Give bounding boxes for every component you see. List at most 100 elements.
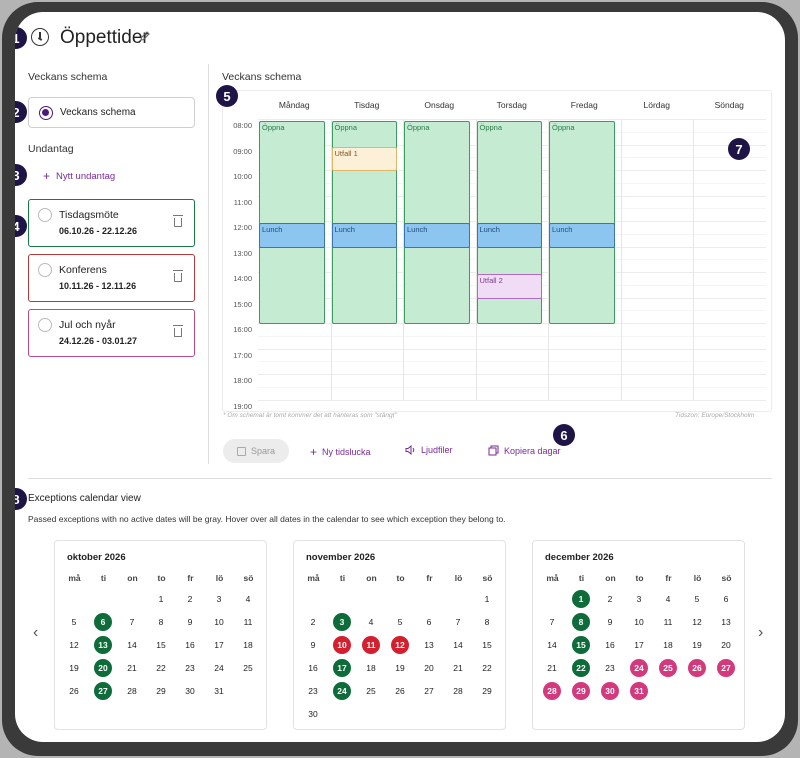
calendar-day[interactable]: 7	[549, 617, 555, 627]
calendar-day[interactable]: 16	[605, 640, 615, 650]
chevron-right-icon[interactable]: ›	[758, 624, 764, 641]
calendar-day[interactable]: 10	[214, 617, 224, 627]
calendar-day[interactable]: 24	[630, 659, 648, 677]
calendar-day[interactable]: 10	[634, 617, 644, 627]
calendar-day[interactable]: 29	[156, 686, 166, 696]
calendar-day[interactable]: 24	[214, 663, 224, 673]
calendar-day[interactable]: 20	[721, 640, 731, 650]
calendar-day[interactable]: 5	[694, 594, 700, 604]
calendar-day[interactable]: 3	[636, 594, 642, 604]
calendar-day[interactable]: 27	[424, 686, 434, 696]
calendar-day[interactable]: 30	[308, 709, 318, 719]
calendar-day[interactable]: 8	[572, 613, 590, 631]
calendar-day[interactable]: 1	[158, 594, 164, 604]
calendar-day[interactable]: 15	[156, 640, 166, 650]
calendar-day[interactable]: 15	[482, 640, 492, 650]
calendar-day[interactable]: 22	[156, 663, 166, 673]
calendar-day[interactable]: 27	[717, 659, 735, 677]
calendar-day[interactable]: 2	[607, 594, 613, 604]
calendar-day[interactable]: 19	[395, 663, 405, 673]
calendar-day[interactable]: 9	[607, 617, 613, 627]
schedule-option[interactable]: Veckans schema	[28, 97, 195, 128]
open-slot[interactable]: Öppna	[549, 121, 615, 324]
calendar-day[interactable]: 30	[185, 686, 195, 696]
edit-title-icon[interactable]	[139, 29, 151, 47]
calendar-day[interactable]: 13	[424, 640, 434, 650]
calendar-day[interactable]: 12	[391, 636, 409, 654]
calendar-day[interactable]: 4	[245, 594, 251, 604]
calendar-day[interactable]: 12	[692, 617, 702, 627]
calendar-day[interactable]: 29	[572, 682, 590, 700]
calendar-day[interactable]: 20	[424, 663, 434, 673]
calendar-day[interactable]: 20	[94, 659, 112, 677]
calendar-day[interactable]: 26	[395, 686, 405, 696]
calendar-day[interactable]: 27	[94, 682, 112, 700]
copy-days-button[interactable]: Kopiera dagar	[488, 445, 561, 456]
calendar-day[interactable]: 28	[543, 682, 561, 700]
exception-card[interactable]: Konferens 10.11.26 - 12.11.26	[28, 254, 195, 302]
calendar-day[interactable]: 9	[310, 640, 316, 650]
calendar-day[interactable]: 2	[187, 594, 193, 604]
trash-icon[interactable]	[173, 215, 183, 227]
lunch-slot[interactable]: Lunch	[549, 223, 615, 248]
calendar-day[interactable]: 18	[243, 640, 253, 650]
calendar-day[interactable]: 22	[482, 663, 492, 673]
calendar-day[interactable]: 6	[426, 617, 432, 627]
calendar-day[interactable]: 5	[71, 617, 77, 627]
exception-slot[interactable]: Utfall 2	[476, 274, 542, 299]
calendar-day[interactable]: 23	[185, 663, 195, 673]
calendar-day[interactable]: 30	[601, 682, 619, 700]
calendar-day[interactable]: 31	[214, 686, 224, 696]
calendar-day[interactable]: 5	[397, 617, 403, 627]
calendar-day[interactable]: 13	[94, 636, 112, 654]
calendar-day[interactable]: 26	[688, 659, 706, 677]
calendar-day[interactable]: 10	[333, 636, 351, 654]
open-slot[interactable]: Öppna	[404, 121, 470, 324]
lunch-slot[interactable]: Lunch	[259, 223, 325, 248]
calendar-day[interactable]: 31	[630, 682, 648, 700]
calendar-day[interactable]: 23	[605, 663, 615, 673]
calendar-day[interactable]: 9	[187, 617, 193, 627]
calendar-day[interactable]: 11	[243, 617, 253, 627]
open-slot[interactable]: Öppna	[259, 121, 325, 324]
calendar-day[interactable]: 7	[129, 617, 135, 627]
trash-icon[interactable]	[173, 270, 183, 282]
save-button[interactable]: Spara	[223, 439, 289, 463]
calendar-day[interactable]: 6	[723, 594, 729, 604]
calendar-day[interactable]: 11	[362, 636, 380, 654]
exception-radio[interactable]	[38, 318, 52, 332]
calendar-day[interactable]: 25	[366, 686, 376, 696]
calendar-day[interactable]: 21	[453, 663, 463, 673]
calendar-day[interactable]: 23	[308, 686, 318, 696]
calendar-day[interactable]: 11	[663, 617, 673, 627]
new-slot-button[interactable]: + Ny tidslucka	[310, 445, 371, 459]
calendar-day[interactable]: 28	[127, 686, 137, 696]
lunch-slot[interactable]: Lunch	[404, 223, 470, 248]
trash-icon[interactable]	[173, 325, 183, 337]
calendar-day[interactable]: 17	[333, 659, 351, 677]
calendar-day[interactable]: 24	[333, 682, 351, 700]
calendar-day[interactable]: 17	[214, 640, 224, 650]
calendar-day[interactable]: 21	[547, 663, 557, 673]
exception-radio[interactable]	[38, 208, 52, 222]
calendar-day[interactable]: 15	[572, 636, 590, 654]
calendar-day[interactable]: 14	[547, 640, 557, 650]
calendar-day[interactable]: 16	[308, 663, 318, 673]
lunch-slot[interactable]: Lunch	[476, 223, 542, 248]
chevron-left-icon[interactable]: ‹	[33, 624, 39, 641]
calendar-day[interactable]: 14	[453, 640, 463, 650]
new-exception-button[interactable]: + Nytt undantag	[43, 169, 115, 183]
calendar-day[interactable]: 3	[333, 613, 351, 631]
exception-card[interactable]: Jul och nyår 24.12.26 - 03.01.27	[28, 309, 195, 357]
calendar-day[interactable]: 1	[484, 594, 490, 604]
calendar-day[interactable]: 4	[665, 594, 671, 604]
calendar-day[interactable]: 16	[185, 640, 195, 650]
calendar-day[interactable]: 1	[572, 590, 590, 608]
calendar-day[interactable]: 19	[692, 640, 702, 650]
calendar-day[interactable]: 22	[572, 659, 590, 677]
calendar-day[interactable]: 6	[94, 613, 112, 631]
calendar-day[interactable]: 25	[659, 659, 677, 677]
calendar-day[interactable]: 29	[482, 686, 492, 696]
calendar-day[interactable]: 12	[69, 640, 79, 650]
calendar-day[interactable]: 17	[634, 640, 644, 650]
